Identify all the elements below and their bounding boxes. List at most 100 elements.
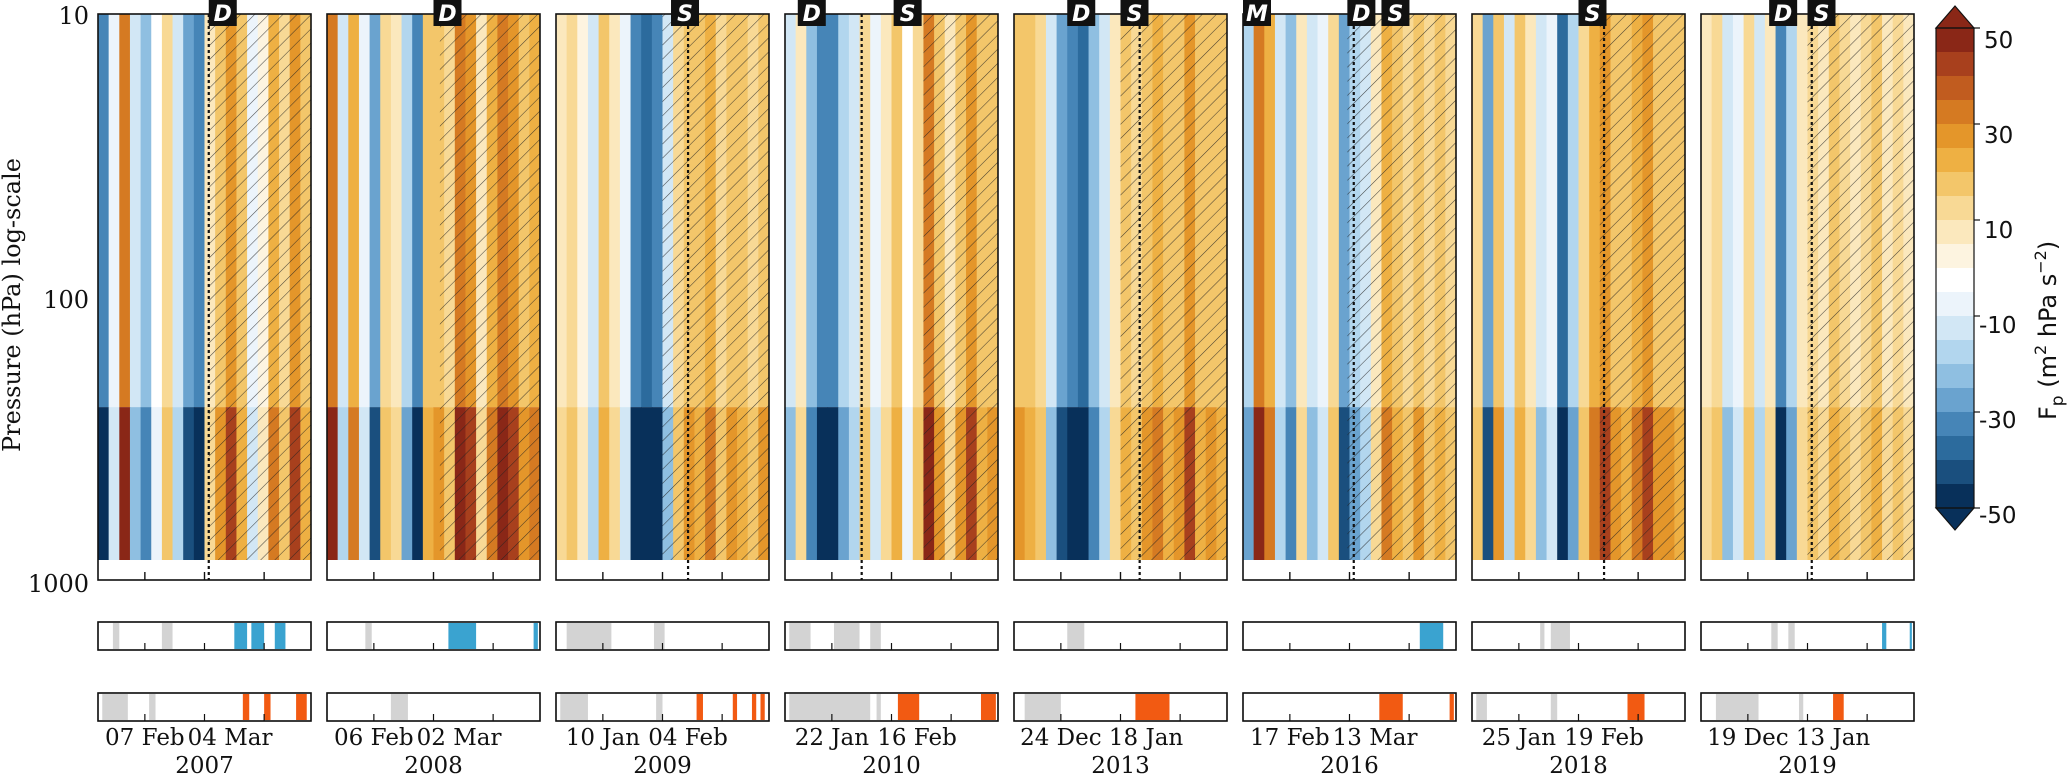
data-cell — [1546, 407, 1558, 560]
x-year-label: 2018 — [1549, 753, 1608, 776]
data-cell — [1243, 407, 1255, 560]
strip-bottom-frame — [1242, 692, 1457, 722]
orange-bar — [980, 694, 996, 720]
data-cell — [1578, 407, 1590, 560]
hatched-region — [1347, 14, 1456, 560]
gray-bar — [1067, 623, 1085, 649]
data-cell — [556, 407, 568, 560]
data-cell — [651, 14, 663, 408]
data-cell — [433, 407, 445, 560]
data-cell — [172, 14, 184, 408]
colorbar-segment — [1936, 220, 1974, 245]
strip-bottom-frame — [1471, 692, 1686, 722]
data-cell — [433, 14, 445, 408]
data-cell — [369, 14, 381, 408]
data-cell — [1525, 407, 1537, 560]
data-cell — [1482, 14, 1494, 408]
data-cell — [1067, 407, 1079, 560]
colorbar-tick-label: -10 — [1979, 313, 2017, 339]
data-cell — [1024, 407, 1036, 560]
gray-bar — [653, 623, 665, 649]
x-year-label: 2010 — [862, 753, 921, 776]
blue-bar — [533, 623, 538, 649]
data-cell — [566, 14, 578, 408]
data-cell — [369, 407, 381, 560]
data-cell — [1109, 407, 1121, 560]
y-tick-label: 1000 — [28, 570, 89, 598]
gray-bar — [876, 694, 881, 720]
orange-bar — [1449, 694, 1454, 720]
data-cell — [806, 407, 818, 560]
colorbar-segment — [1936, 388, 1974, 413]
event-label: D — [803, 2, 821, 27]
strip-bottom-frame — [784, 692, 999, 722]
gray-bar — [1550, 623, 1570, 649]
data-cell — [1088, 407, 1100, 560]
hatched-region — [923, 14, 998, 560]
event-label: S — [677, 2, 693, 27]
event-badge — [1347, 0, 1376, 26]
gray-bar — [1788, 623, 1795, 649]
data-cell — [902, 407, 914, 560]
y-tick-label: 10 — [58, 2, 89, 30]
hatched-region — [1807, 14, 1914, 560]
data-cell — [1546, 14, 1558, 408]
gray-bar — [161, 623, 173, 649]
data-cell — [183, 407, 195, 560]
data-cell — [1472, 14, 1484, 408]
data-cell — [1493, 14, 1505, 408]
strip-top-frame — [555, 621, 770, 651]
strip-top-frame — [1471, 621, 1686, 651]
data-cell — [1285, 14, 1297, 408]
data-cell — [1338, 407, 1350, 560]
data-cell — [422, 407, 434, 560]
data-cell — [587, 14, 600, 408]
data-cell — [587, 407, 600, 560]
data-cell — [838, 14, 850, 408]
data-cell — [119, 14, 131, 408]
data-cell — [161, 14, 174, 408]
event-label: S — [1388, 2, 1404, 27]
data-cell — [598, 14, 610, 408]
data-cell — [1264, 407, 1276, 560]
event-label: S — [1585, 2, 1601, 27]
data-cell — [380, 14, 392, 408]
data-cell — [859, 407, 871, 560]
data-cell — [816, 14, 829, 408]
data-cell — [1472, 407, 1484, 560]
event-label: S — [1814, 2, 1830, 27]
data-cell — [1253, 14, 1265, 408]
x-date-label: 13 Jan — [1796, 725, 1871, 751]
blue-bar — [1909, 623, 1912, 649]
data-cell — [902, 14, 914, 408]
colorbar-segment — [1936, 268, 1974, 293]
data-cell — [1567, 407, 1579, 560]
data-cell — [1578, 14, 1590, 408]
data-cell — [327, 407, 339, 560]
data-cell — [1711, 407, 1723, 560]
gray-bar — [566, 623, 612, 649]
gray-bar — [102, 694, 128, 720]
x-date-label: 18 Jan — [1109, 725, 1184, 751]
data-cell — [151, 14, 163, 408]
data-cell — [1535, 407, 1548, 560]
data-cell — [880, 14, 892, 408]
data-cell — [619, 14, 632, 408]
data-cell — [785, 407, 797, 560]
data-cell — [1338, 14, 1350, 408]
x-date-label: 25 Jan — [1482, 725, 1557, 751]
data-cell — [870, 14, 882, 408]
gray-bar — [1024, 694, 1061, 720]
data-cell — [193, 14, 205, 408]
gray-bar — [1771, 623, 1778, 649]
data-cell — [1045, 407, 1058, 560]
data-cell — [1732, 407, 1745, 560]
data-cell — [641, 14, 653, 408]
data-cell — [641, 407, 653, 560]
colorbar-segment — [1936, 364, 1974, 389]
data-cell — [1035, 14, 1047, 408]
orange-bar — [897, 694, 920, 720]
data-cell — [1754, 407, 1766, 560]
